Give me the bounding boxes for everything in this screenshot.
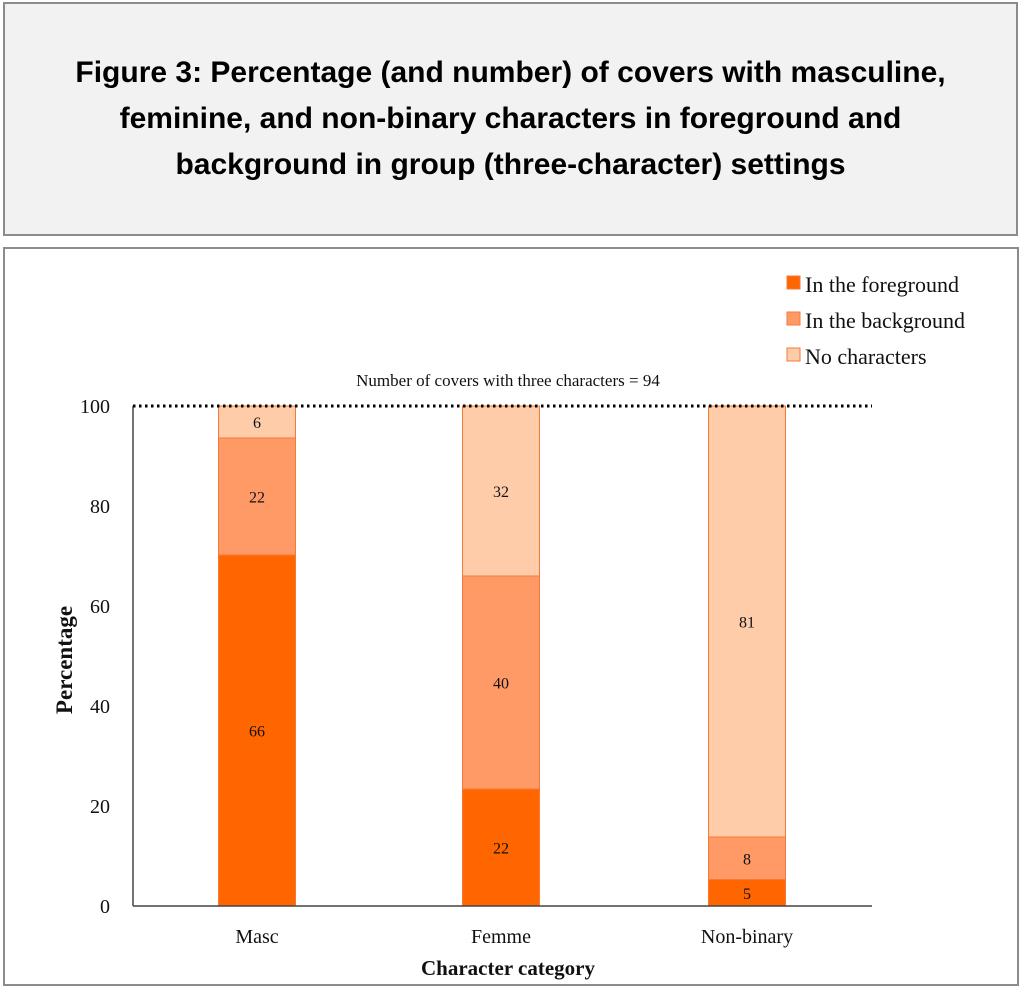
- chart-frame: [3, 247, 1019, 986]
- bar-stack-non-binary: 5 8 81: [708, 405, 786, 907]
- legend-swatch: [786, 275, 801, 290]
- bar-segment: [462, 575, 540, 790]
- data-label: 5: [743, 886, 751, 903]
- x-tick-label: Masc: [235, 926, 278, 948]
- y-tick-label: 100: [80, 396, 110, 418]
- data-label: 22: [493, 841, 509, 858]
- data-label: 32: [493, 484, 509, 501]
- bar-segment: [218, 554, 296, 907]
- legend-label: No characters: [805, 344, 927, 369]
- y-tick-label: 80: [90, 496, 110, 518]
- legend-swatch: [786, 311, 801, 326]
- data-label: 40: [493, 676, 509, 693]
- bar-segment: [708, 405, 786, 838]
- legend: In the foreground In the background No cha…: [786, 272, 965, 369]
- y-tick-label: 40: [90, 696, 110, 718]
- data-label: 22: [249, 490, 265, 507]
- data-label: 6: [253, 415, 261, 432]
- x-tick-label: Non-binary: [701, 926, 793, 948]
- y-axis-label: Percentage: [52, 606, 77, 714]
- data-label: 66: [249, 724, 265, 741]
- bar-segment: [462, 405, 540, 577]
- legend-label: In the foreground: [805, 272, 959, 297]
- data-label: 8: [743, 851, 751, 868]
- y-tick-label: 60: [90, 596, 110, 618]
- x-axis-label: Character category: [421, 956, 595, 980]
- x-tick-label: Femme: [471, 926, 531, 948]
- bar-segment: [218, 405, 296, 439]
- data-label: 81: [739, 615, 755, 632]
- legend-swatch: [786, 347, 801, 362]
- annotation: Number of covers with three characters =…: [356, 371, 660, 390]
- bar-segment: [462, 788, 540, 907]
- legend-label: In the background: [805, 308, 965, 333]
- figure-title-box: Figure 3: Percentage (and number) of cov…: [3, 2, 1018, 236]
- bar-stack-masc: 66 22 6: [218, 405, 296, 907]
- figure-title: Figure 3: Percentage (and number) of cov…: [75, 56, 946, 181]
- y-tick-label: 0: [100, 896, 110, 918]
- y-tick-label: 20: [90, 796, 110, 818]
- bar-segment: [708, 836, 786, 880]
- bar-stack-femme: 22 40 32: [462, 405, 540, 907]
